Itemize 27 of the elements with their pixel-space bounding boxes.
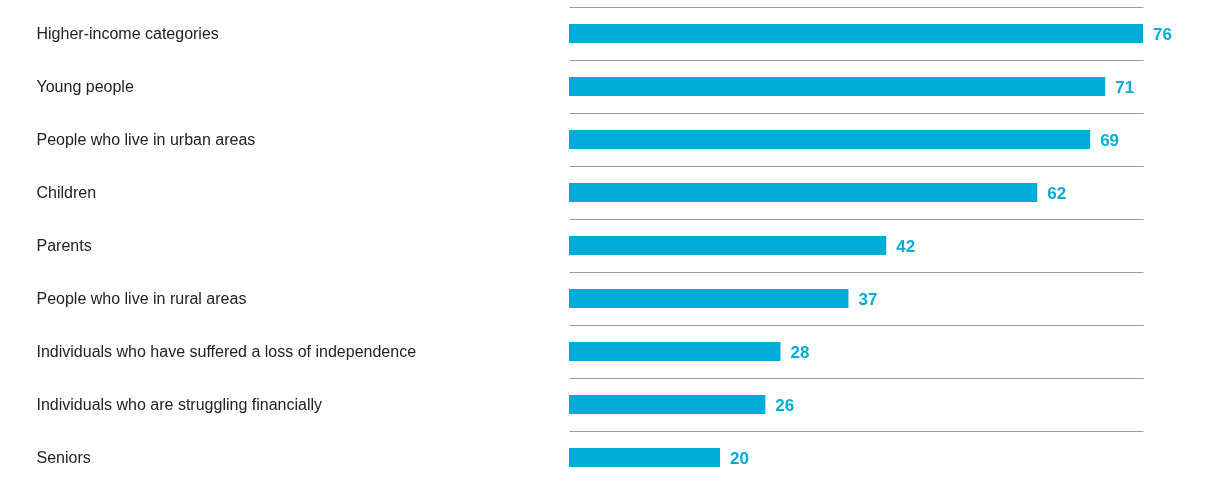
y-tick-label: People who live in urban areas	[36, 130, 256, 148]
data-label: 26	[775, 395, 795, 415]
data-label: 28	[790, 342, 810, 362]
y-tick-label: Seniors	[36, 448, 91, 466]
y-tick-label: Parents	[36, 236, 92, 254]
y-tick-label: Individuals who are struggling financially	[36, 395, 322, 413]
bar	[569, 447, 721, 468]
data-label: 71	[1115, 77, 1135, 97]
data-label: 20	[730, 448, 749, 468]
bar	[569, 288, 849, 309]
data-label: 37	[858, 289, 878, 309]
bar	[569, 341, 781, 362]
bar	[569, 394, 766, 415]
y-tick-label: Children	[36, 183, 97, 201]
bar	[569, 235, 887, 256]
y-tick-label: Higher-income categories	[36, 24, 219, 42]
y-tick-label: Young people	[36, 77, 134, 95]
bar	[569, 182, 1038, 203]
data-label: 69	[1100, 130, 1120, 150]
bar	[569, 76, 1106, 97]
bar	[569, 23, 1143, 44]
data-label: 76	[1153, 24, 1172, 44]
y-tick-label: Individuals who have suffered a loss of independence	[36, 342, 417, 360]
data-label: 62	[1047, 183, 1067, 203]
data-label: 42	[896, 236, 916, 256]
bar	[569, 129, 1091, 150]
y-tick-label: People who live in rural areas	[36, 289, 247, 307]
